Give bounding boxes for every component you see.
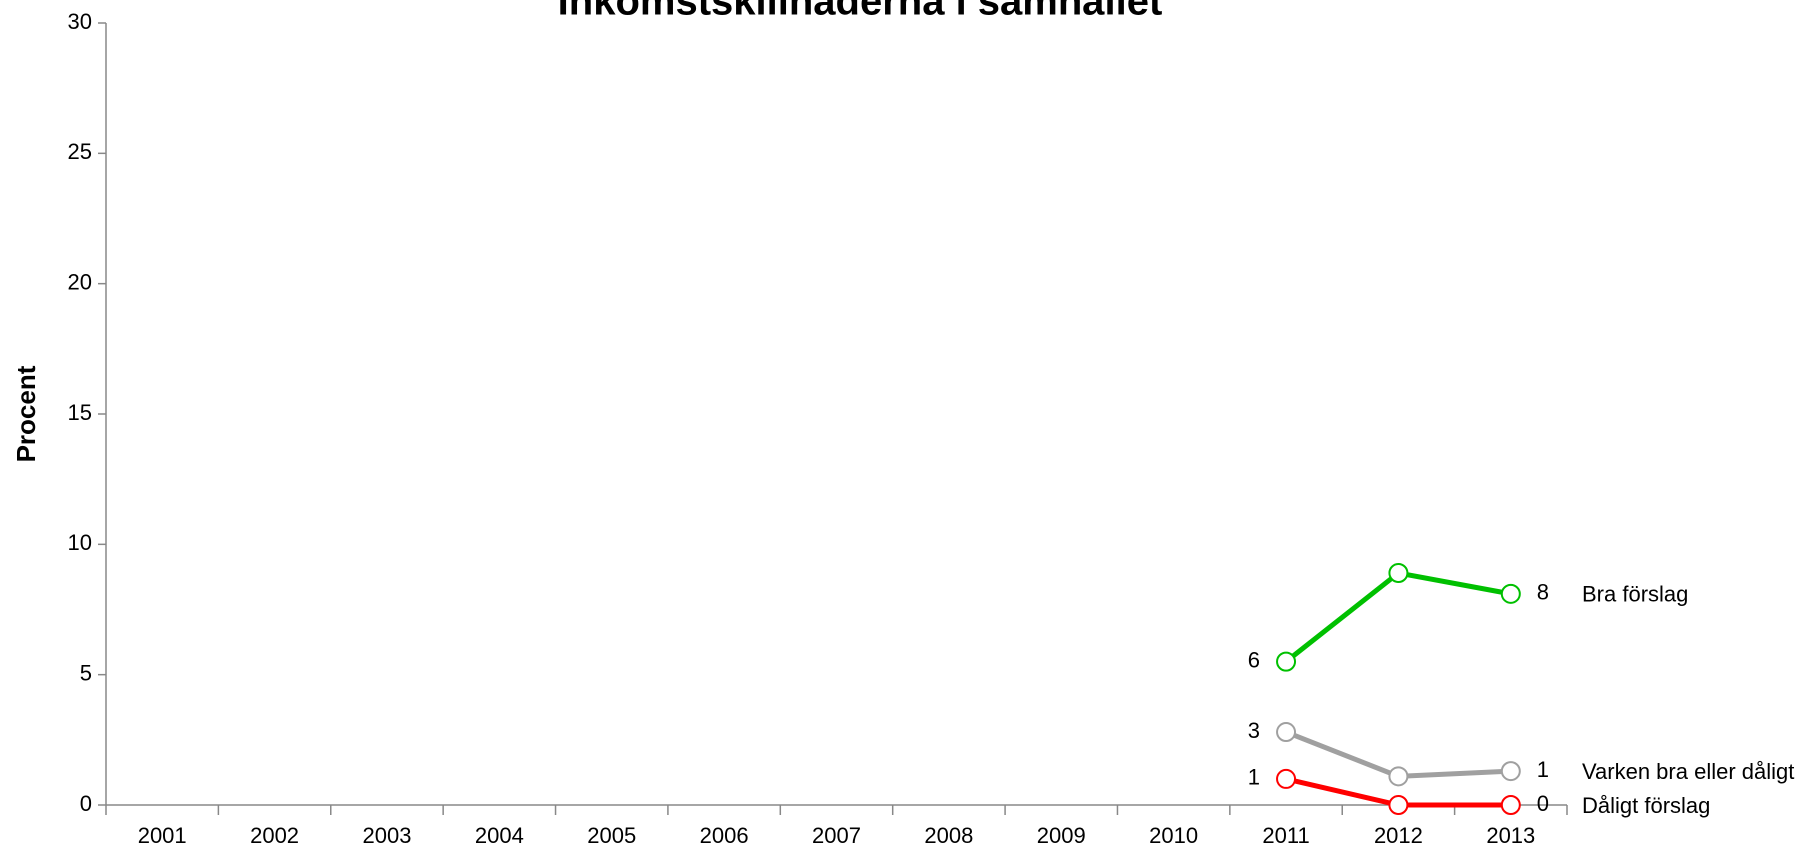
data-point <box>1388 795 1409 815</box>
y-axis-label: Procent <box>11 365 41 462</box>
data-label: 8 <box>1537 580 1549 605</box>
x-tick-label: 2010 <box>1149 823 1198 848</box>
x-tick-label: 2003 <box>362 823 411 848</box>
data-point <box>1500 761 1521 782</box>
x-tick-label: 2009 <box>1037 823 1086 848</box>
x-tick-label: 2012 <box>1374 823 1423 848</box>
y-tick-label: 0 <box>80 791 92 816</box>
data-label: 3 <box>1248 718 1260 743</box>
series-line <box>1284 570 1512 664</box>
x-tick-label: 2008 <box>924 823 973 848</box>
y-tick-label: 30 <box>68 9 92 34</box>
y-tick-label: 5 <box>80 660 92 685</box>
data-point <box>1500 583 1521 604</box>
y-tick-label: 10 <box>68 530 92 555</box>
data-point <box>1276 651 1297 672</box>
x-tick-label: 2002 <box>250 823 299 848</box>
data-label: 0 <box>1537 791 1549 816</box>
series-name: Varken bra eller dåligt <box>1582 759 1794 784</box>
data-label: 6 <box>1248 647 1260 672</box>
y-tick-label: 25 <box>68 139 92 164</box>
x-tick-label: 2006 <box>700 823 749 848</box>
data-point <box>1388 563 1409 584</box>
x-tick-label: 2005 <box>587 823 636 848</box>
x-tick-label: 2011 <box>1262 823 1309 848</box>
x-tick-label: 2013 <box>1486 823 1535 848</box>
series-name: Dåligt förslag <box>1582 793 1710 818</box>
data-point <box>1388 766 1409 787</box>
data-point <box>1276 768 1297 789</box>
y-tick-label: 20 <box>68 269 92 294</box>
chart-title: Inkomstskillnaderna i samhället <box>558 0 1163 24</box>
series-name: Bra förslag <box>1582 582 1688 607</box>
data-label: 1 <box>1248 765 1260 790</box>
x-tick-label: 2007 <box>812 823 861 848</box>
y-tick-label: 15 <box>68 400 92 425</box>
x-tick-label: 2001 <box>138 823 187 848</box>
data-point <box>1500 795 1521 815</box>
data-point <box>1276 722 1297 743</box>
x-tick-label: 2004 <box>475 823 524 848</box>
data-label: 1 <box>1537 757 1549 782</box>
